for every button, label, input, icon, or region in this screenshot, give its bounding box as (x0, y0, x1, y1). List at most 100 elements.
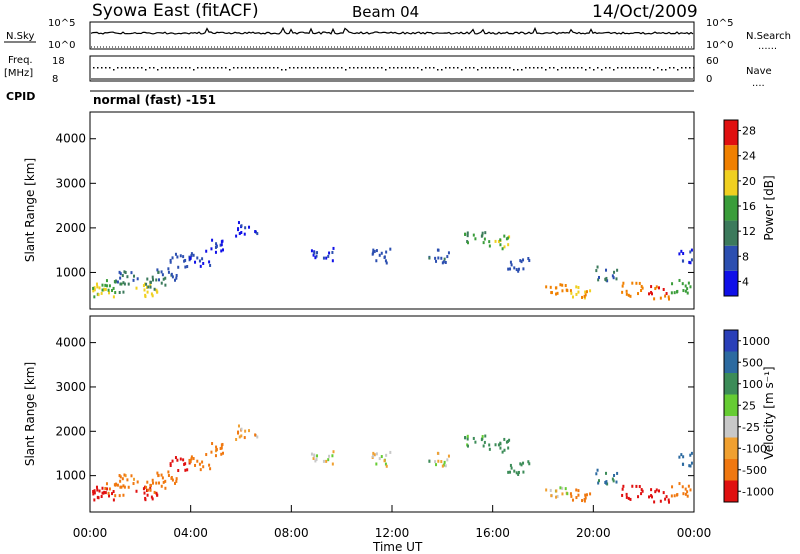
data-cell (625, 492, 628, 496)
colorbar-swatch (724, 373, 738, 395)
freq-dot (469, 67, 471, 69)
data-cell (190, 252, 193, 256)
freq-dot (121, 67, 123, 69)
data-cell (575, 292, 578, 296)
data-cell (97, 293, 100, 297)
data-cell (441, 464, 444, 468)
data-cell (682, 492, 685, 496)
data-cell (575, 488, 578, 492)
x-tick-label: 08:00 (274, 526, 309, 540)
freq-dot (661, 69, 663, 71)
freq-dot (493, 67, 495, 69)
data-cell (689, 285, 692, 289)
data-cell (114, 291, 117, 295)
colorbar-tick-label: 8 (742, 250, 749, 263)
data-cell (559, 486, 562, 490)
freq-dot (513, 69, 515, 71)
data-cell (507, 243, 510, 247)
data-cell (155, 491, 158, 495)
freq-dot (557, 69, 559, 71)
data-cell (240, 230, 243, 234)
freq-dot (621, 67, 623, 69)
data-cell (149, 486, 152, 490)
data-cell (635, 484, 638, 488)
data-cell (385, 261, 388, 265)
data-cell (641, 286, 644, 290)
x-tick-label: 00:00 (677, 526, 712, 540)
data-cell (156, 493, 159, 497)
data-cell (93, 286, 96, 290)
data-cell (119, 282, 122, 286)
data-cell (101, 288, 104, 292)
data-cell (161, 273, 164, 277)
data-cell (488, 447, 491, 451)
data-cell (517, 269, 520, 273)
data-cell (585, 493, 588, 497)
data-cell (156, 268, 159, 272)
data-cell (678, 252, 681, 256)
data-cell (372, 451, 375, 455)
data-cell (189, 459, 192, 463)
freq-dot (525, 67, 527, 69)
data-cell (507, 470, 510, 474)
freq-dot (353, 67, 355, 69)
data-cell (375, 259, 378, 263)
data-cell (96, 285, 99, 289)
data-cell (202, 465, 205, 469)
data-cell (93, 288, 96, 292)
data-cell (372, 454, 375, 458)
freq-dot (209, 67, 211, 69)
data-cell (177, 265, 180, 269)
freq-dot (653, 69, 655, 71)
freq-dot (489, 67, 491, 69)
freq-dot (277, 67, 279, 69)
data-cell (176, 458, 179, 462)
data-cell (680, 453, 683, 457)
data-cell (220, 452, 223, 456)
data-cell (575, 285, 578, 289)
freq-dot (541, 67, 543, 69)
freq-dot (225, 67, 227, 69)
freq-dot (397, 67, 399, 69)
data-cell (509, 267, 512, 271)
data-cell (569, 289, 572, 293)
data-cell (313, 251, 316, 255)
freq-dot (533, 67, 535, 69)
data-cell (380, 251, 383, 255)
freq-dot (425, 67, 427, 69)
y-tick-label: 4000 (55, 132, 86, 146)
data-cell (220, 249, 223, 253)
data-cell (126, 478, 129, 482)
data-cell (95, 485, 98, 489)
x-tick-label: 00:00 (73, 526, 108, 540)
data-cell (149, 488, 152, 492)
data-cell (310, 249, 313, 253)
data-cell (561, 492, 564, 496)
freq-dot (233, 67, 235, 69)
data-cell (441, 261, 444, 265)
data-cell (325, 256, 328, 260)
data-cell (605, 471, 608, 475)
data-cell (93, 491, 96, 495)
freq-dot (497, 67, 499, 69)
y-tick-label: 2000 (55, 221, 86, 235)
data-cell (605, 276, 608, 280)
data-cell (316, 454, 319, 458)
colorbar-frame (723, 329, 739, 503)
data-cell (111, 492, 114, 496)
data-cell (436, 248, 439, 252)
beam-title: Beam 04 (352, 3, 419, 21)
freq-dot (345, 69, 347, 71)
data-cell (190, 457, 193, 461)
data-cell (174, 278, 177, 282)
freq-dot (385, 69, 387, 71)
data-cell (665, 495, 668, 499)
data-cell (664, 294, 667, 298)
freq-dot (177, 67, 179, 69)
data-cell (484, 231, 487, 235)
freq-label: Freq. (8, 55, 33, 66)
data-cell (561, 283, 564, 287)
freq-dot (561, 67, 563, 69)
data-cell (196, 459, 199, 463)
data-cell (690, 258, 693, 262)
